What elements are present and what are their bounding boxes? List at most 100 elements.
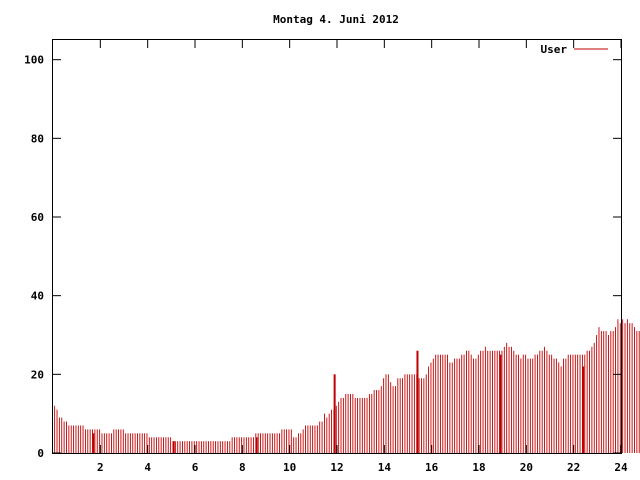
x-tick-label: 10: [283, 461, 296, 474]
bar: [118, 429, 119, 453]
bar: [577, 354, 579, 453]
bar: [146, 433, 148, 453]
bar: [615, 327, 616, 453]
bar: [357, 397, 359, 453]
bar: [385, 374, 387, 453]
bar: [132, 433, 134, 453]
bar: [501, 350, 503, 453]
bar: [466, 350, 467, 453]
bar: [359, 397, 361, 453]
bar: [354, 397, 356, 453]
bar: [276, 433, 278, 453]
bar: [99, 429, 101, 453]
bar: [267, 433, 269, 453]
bar: [229, 441, 231, 453]
x-tick-label: 22: [567, 461, 580, 474]
bar: [54, 405, 56, 453]
bar: [283, 429, 285, 453]
bar: [463, 354, 465, 453]
bar: [158, 437, 160, 453]
bar: [589, 350, 590, 453]
bar: [456, 358, 458, 453]
bar: [560, 366, 562, 453]
bar: [629, 323, 631, 453]
bar: [454, 358, 456, 453]
bar: [508, 346, 510, 453]
bar: [565, 358, 567, 453]
bar: [167, 437, 169, 453]
bar: [331, 409, 332, 453]
bar: [293, 437, 295, 453]
bar: [442, 354, 444, 453]
bar: [404, 374, 406, 453]
bar: [572, 354, 574, 453]
bar: [151, 437, 153, 453]
bar: [179, 441, 181, 453]
bar: [297, 433, 299, 453]
bar: [513, 350, 515, 453]
bar: [447, 354, 448, 453]
y-tick-label: 80: [31, 132, 44, 145]
bar: [605, 331, 607, 453]
bar: [352, 394, 354, 453]
x-tick-label: 20: [520, 461, 533, 474]
bar: [477, 354, 479, 453]
bar: [522, 354, 524, 453]
bar: [75, 425, 77, 453]
bar: [439, 354, 441, 453]
bar: [257, 433, 259, 453]
bar: [600, 331, 602, 453]
bar: [302, 429, 304, 453]
bar: [139, 433, 141, 453]
bar: [319, 421, 321, 453]
bar: [570, 354, 572, 453]
bar: [205, 441, 207, 453]
bar: [200, 441, 202, 453]
x-tick-label: 6: [192, 461, 199, 474]
bar: [579, 354, 581, 453]
bar-highlight: [172, 441, 175, 453]
bar: [558, 362, 560, 453]
bar: [451, 362, 453, 453]
bar: [376, 390, 377, 453]
bar: [66, 421, 67, 453]
bar: [532, 358, 534, 453]
x-tick-label: 2: [97, 461, 104, 474]
bar: [428, 366, 430, 453]
bar: [87, 429, 89, 453]
bar: [574, 354, 576, 453]
bar: [468, 350, 470, 453]
bar: [274, 433, 276, 453]
bar: [210, 441, 212, 453]
bar: [108, 433, 110, 453]
bar: [324, 413, 325, 453]
bar: [461, 354, 463, 453]
bar: [208, 441, 209, 453]
bar: [546, 350, 548, 453]
bar: [371, 394, 373, 453]
bar: [226, 441, 228, 453]
bar: [368, 394, 370, 453]
bar: [626, 319, 628, 453]
bar: [548, 354, 550, 453]
bar: [231, 437, 233, 453]
bar: [551, 354, 553, 453]
bar: [598, 327, 600, 453]
bar: [510, 346, 512, 453]
bar: [631, 323, 633, 453]
bar: [84, 429, 86, 453]
bar: [160, 437, 162, 453]
bar: [271, 433, 273, 453]
bar: [170, 437, 172, 453]
bar: [215, 441, 217, 453]
bar: [163, 437, 164, 453]
bar: [603, 331, 605, 453]
bar: [58, 417, 60, 453]
bar: [345, 394, 347, 453]
bar-series-user: [54, 319, 640, 453]
legend-label: User: [541, 43, 568, 56]
bar: [421, 378, 422, 453]
bar: [596, 335, 598, 453]
bar: [541, 350, 543, 453]
